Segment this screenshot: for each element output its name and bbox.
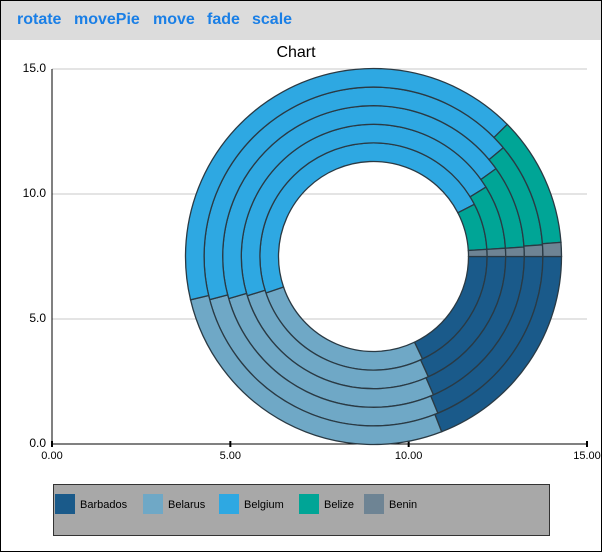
legend-label: Belgium bbox=[244, 499, 284, 511]
donut-segment bbox=[486, 247, 507, 258]
x-tick-label: 5.00 bbox=[220, 450, 241, 462]
x-tick-label: 15.00 bbox=[573, 450, 601, 462]
legend-swatch bbox=[143, 494, 163, 514]
y-tick-label: 15.0 bbox=[23, 61, 47, 75]
legend-swatch bbox=[364, 494, 384, 514]
donut-segment bbox=[541, 241, 563, 258]
legend-swatch bbox=[219, 494, 239, 514]
legend-label: Benin bbox=[389, 499, 417, 511]
donut-segment bbox=[467, 248, 488, 258]
legend-swatch bbox=[299, 494, 319, 514]
y-tick-label: 5.0 bbox=[29, 311, 46, 325]
x-tick-label: 10.00 bbox=[395, 450, 423, 462]
legend-swatch bbox=[55, 494, 75, 514]
donut-segment bbox=[523, 244, 544, 258]
x-tick-label: 0.00 bbox=[41, 450, 62, 462]
donut-segment bbox=[504, 246, 525, 258]
legend-label: Barbados bbox=[80, 499, 128, 511]
toolbar-button[interactable]: move bbox=[153, 11, 195, 28]
chart-title: Chart bbox=[276, 44, 316, 61]
y-tick-label: 10.0 bbox=[23, 186, 47, 200]
legend-label: Belarus bbox=[168, 499, 206, 511]
y-tick-label: 0.0 bbox=[29, 436, 46, 450]
toolbar-button[interactable]: movePie bbox=[74, 11, 140, 28]
toolbar-button[interactable]: rotate bbox=[17, 11, 62, 28]
toolbar bbox=[1, 1, 601, 40]
toolbar-button[interactable]: scale bbox=[252, 11, 292, 28]
legend-label: Belize bbox=[324, 499, 354, 511]
toolbar-button[interactable]: fade bbox=[207, 11, 240, 28]
toolbar-buttons: rotate movePie move fade scale bbox=[17, 11, 292, 28]
